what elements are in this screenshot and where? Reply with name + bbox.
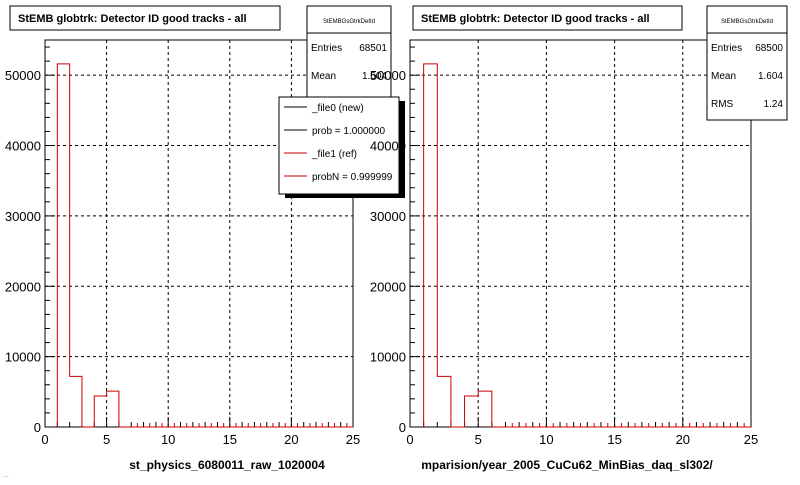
x-tick-label: 15 [223, 432, 237, 447]
x-tick-label: 10 [539, 432, 553, 447]
stats-value-rms: 1.24 [764, 99, 784, 110]
x-tick-label: 10 [161, 432, 175, 447]
y-tick-label: 40000 [5, 139, 41, 154]
stats-label-mean: Mean [311, 71, 336, 82]
y-tick-label: 30000 [370, 209, 406, 224]
title-box [412, 5, 683, 31]
legend-entry-label: _file1 (ref) [311, 149, 357, 160]
stats-value-mean: 1.604 [362, 71, 387, 82]
x-axis-label: mparision/year_2005_CuCu62_MinBias_daq_s… [421, 458, 713, 472]
chart-title: StEMB globtrk: Detector ID good tracks -… [421, 13, 650, 25]
legend-entry-label: _file0 (new) [311, 103, 364, 114]
stats-value-entries: 68501 [359, 43, 387, 54]
title-box [9, 5, 281, 31]
stats-label-rms: RMS [711, 99, 734, 110]
y-tick-label: 50000 [5, 68, 41, 83]
x-tick-label: 25 [744, 432, 758, 447]
y-tick-label: 10000 [5, 350, 41, 365]
x-tick-label: 0 [406, 432, 413, 447]
legend-box [278, 96, 400, 195]
stats-label-entries: Entries [711, 43, 742, 54]
legend-entry-label: prob = 1.000000 [312, 126, 386, 137]
x-tick-label: 5 [103, 432, 110, 447]
x-tick-label: 25 [346, 432, 360, 447]
x-tick-label: 0 [41, 432, 48, 447]
histogram-series-line [423, 63, 751, 428]
x-tick-label: 5 [475, 432, 482, 447]
legend-entry-label: probN = 0.999999 [312, 172, 393, 183]
y-tick-label: 30000 [5, 209, 41, 224]
chart-title: StEMB globtrk: Detector ID good tracks -… [18, 13, 247, 25]
stats-label-entries: Entries [311, 43, 342, 54]
x-tick-label: 15 [607, 432, 621, 447]
stats-value-entries: 68500 [755, 43, 783, 54]
x-tick-label: 20 [676, 432, 690, 447]
stats-label-mean: Mean [711, 71, 736, 82]
plot-frame [409, 39, 752, 428]
y-tick-label: 20000 [5, 279, 41, 294]
stats-box-name: StEMBGsGtrkDetId [323, 19, 375, 25]
stats-box [706, 5, 788, 121]
footer-text: ... [3, 472, 9, 479]
y-tick-label: 10000 [370, 350, 406, 365]
stats-box-name: StEMBGsGtrkDetId [721, 19, 773, 25]
histogram-series-line [56, 63, 353, 428]
y-tick-label: 20000 [370, 279, 406, 294]
stats-value-mean: 1.604 [758, 71, 783, 82]
y-tick-label: 0 [34, 420, 41, 435]
chart-panel-2: 0 5 10 15 20 25 0 10000 20000 30000 40000 50000 mpar… [370, 5, 788, 472]
y-tick-label: 0 [399, 420, 406, 435]
y-tick-label: 50000 [370, 68, 406, 83]
x-axis-label: st_physics_6080011_raw_1020004 [129, 458, 325, 472]
x-tick-label: 20 [284, 432, 298, 447]
chart-panel-1: 0 5 10 15 20 25 0 10000 20000 30000 40000 50000 st_p… [5, 5, 405, 472]
y-tick-label: 40000 [370, 139, 406, 154]
